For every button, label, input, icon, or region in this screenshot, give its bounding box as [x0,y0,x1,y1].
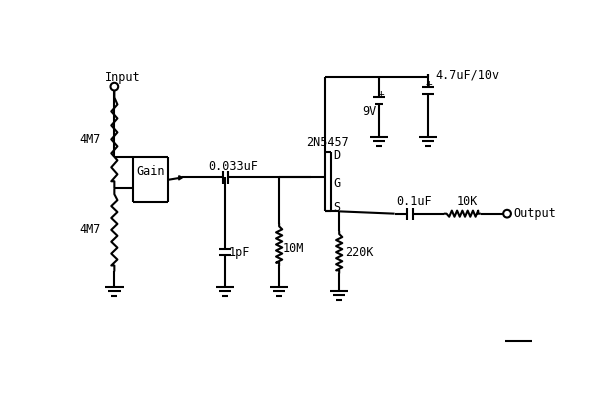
Text: 220K: 220K [345,246,374,259]
Text: 0.1uF: 0.1uF [396,195,432,208]
Text: 10M: 10M [283,242,304,255]
Text: 4M7: 4M7 [79,223,100,236]
Text: 9V: 9V [362,105,376,118]
Text: D: D [333,150,340,162]
Text: 4M7: 4M7 [79,133,100,146]
Text: +: + [378,89,384,99]
Text: 10K: 10K [456,195,478,208]
Text: 2N5457: 2N5457 [306,136,349,149]
Text: +: + [426,79,433,89]
Text: S: S [333,201,340,214]
Text: 0.033uF: 0.033uF [208,160,258,173]
Text: 4.7uF/10v: 4.7uF/10v [435,69,500,81]
Text: G: G [333,177,340,190]
Text: 1pF: 1pF [229,246,251,259]
Text: Output: Output [513,207,556,220]
Text: Gain: Gain [136,165,164,178]
Text: Input: Input [105,71,141,84]
